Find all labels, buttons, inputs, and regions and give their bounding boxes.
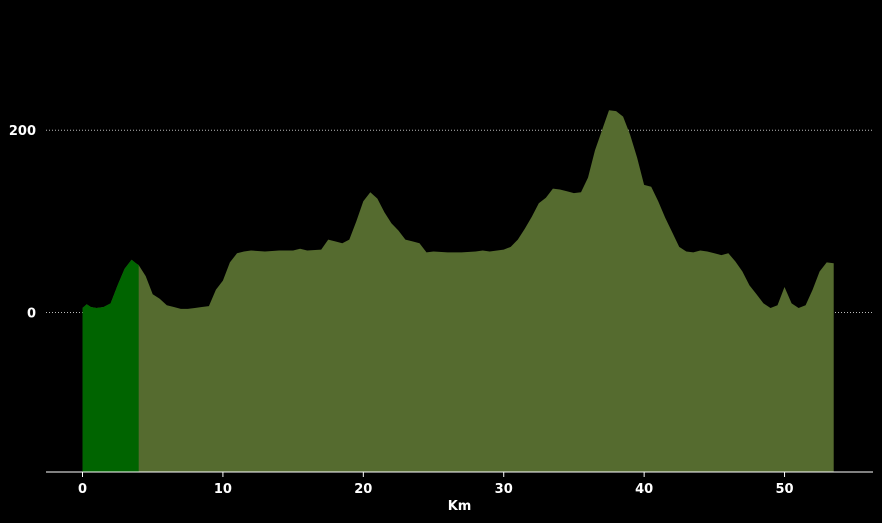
elevation-area	[82, 110, 834, 472]
axis-layer: 0 200 0 10 20 30 40 50	[9, 124, 873, 497]
x-tick-label-10: 10	[214, 482, 232, 497]
x-tick-label-30: 30	[495, 482, 513, 497]
x-axis-title: Km	[448, 499, 472, 514]
x-tick-label-20: 20	[354, 482, 372, 497]
y-tick-label-200: 200	[9, 124, 36, 139]
y-tick-label-0: 0	[27, 307, 36, 322]
x-tick-label-50: 50	[775, 482, 793, 497]
highlighted-section-area	[82, 259, 139, 472]
x-tick-label-40: 40	[635, 482, 653, 497]
x-tick-label-0: 0	[78, 482, 87, 497]
area-layer	[82, 110, 834, 472]
